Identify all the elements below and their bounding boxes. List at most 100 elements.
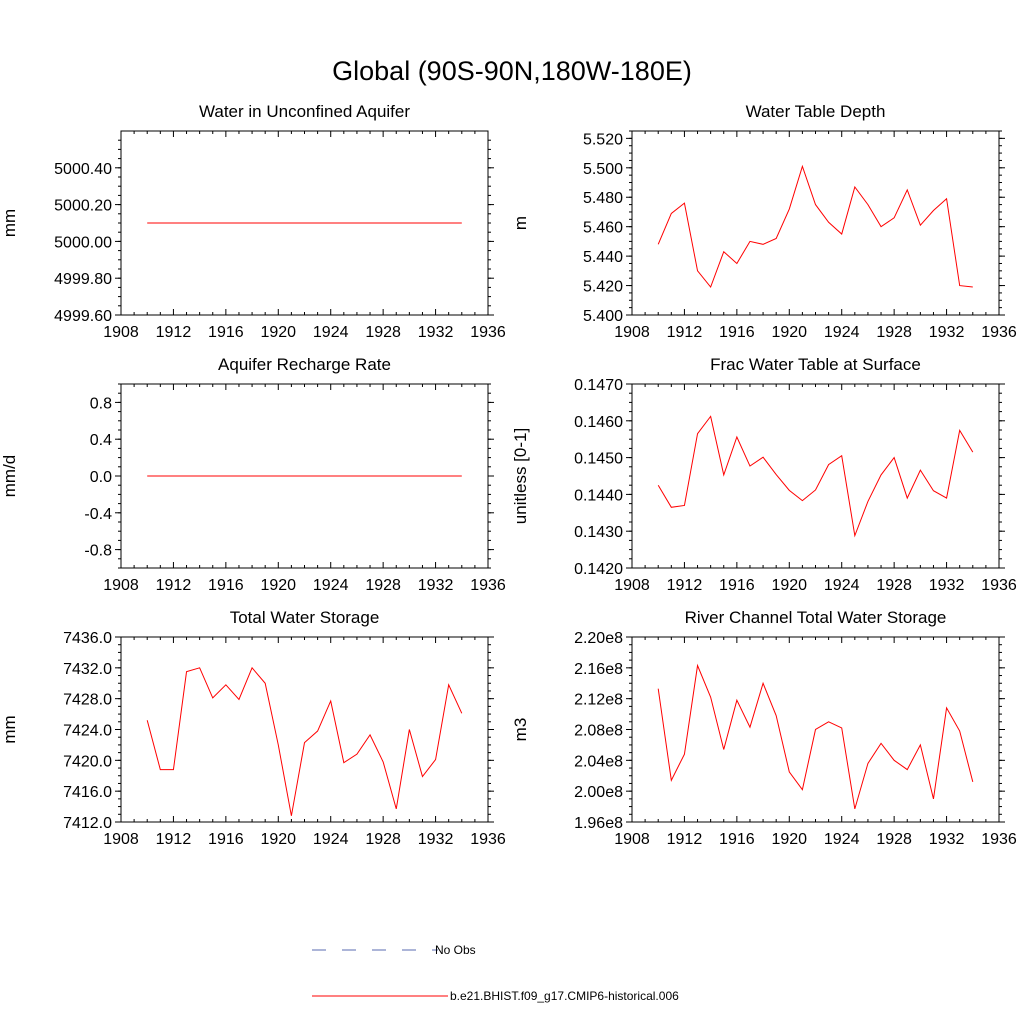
plot-frame: [631, 383, 1000, 569]
x-tick-label: 1936: [470, 324, 506, 341]
panel-title: Frac Water Table at Surface: [710, 355, 921, 374]
plot-frame: [120, 636, 489, 823]
x-tick-label: 1936: [981, 831, 1017, 848]
y-tick-label: 5.400: [583, 308, 623, 325]
x-tick-label: 1916: [719, 577, 755, 594]
x-tick-label: 1932: [418, 577, 454, 594]
y-tick-label: 2.12e8: [574, 692, 623, 709]
x-tick-label: 1912: [156, 324, 192, 341]
series-line: [657, 663, 974, 810]
x-tick-label: 1936: [470, 577, 506, 594]
y-tick-label: 2.00e8: [574, 784, 623, 801]
x-tick-label: 1924: [313, 577, 349, 594]
x-tick-label: 1920: [771, 577, 807, 594]
x-tick-label: 1920: [771, 324, 807, 341]
y-tick-label: 7420.0: [63, 753, 112, 770]
y-tick-label: 5.460: [583, 220, 623, 237]
panel-5: 1908 1912 1916 1920 1924 1928 1932 1936 7412.0 74…: [0, 608, 506, 848]
x-tick-label: 1936: [470, 831, 506, 848]
y-tick-label: 0.1450: [574, 451, 623, 468]
y-tick-label: -0.4: [84, 506, 112, 523]
legend-label-model: b.e21.BHIST.f09_g17.CMIP6-historical.006: [450, 989, 679, 1003]
figure-title: Global (90S-90N,180W-180E): [332, 56, 692, 86]
y-tick-label: 0.1460: [574, 414, 623, 431]
x-tick-label: 1908: [614, 324, 650, 341]
y-axis-label: mm: [0, 715, 19, 743]
y-tick-label: 0.8: [90, 395, 112, 412]
x-tick-label: 1912: [667, 577, 703, 594]
y-axis-label: m: [511, 216, 530, 230]
x-tick-label: 1916: [208, 324, 244, 341]
y-tick-label: 5.480: [583, 190, 623, 207]
y-tick-label: 4999.80: [54, 271, 112, 288]
x-tick-label: 1928: [876, 831, 912, 848]
x-tick-label: 1932: [418, 831, 454, 848]
panel-title: Water Table Depth: [746, 102, 886, 121]
panel-2: 1908 1912 1916 1920 1924 1928 1932 1936 5.400 5.4…: [511, 102, 1017, 341]
y-tick-label: 5.500: [583, 161, 623, 178]
y-tick-label: 5.420: [583, 279, 623, 296]
y-tick-label: 7416.0: [63, 784, 112, 801]
x-tick-label: 1924: [313, 831, 349, 848]
panel-4: 1908 1912 1916 1920 1924 1928 1932 1936 0.1420 0.…: [511, 355, 1017, 594]
x-tick-label: 1916: [208, 577, 244, 594]
y-tick-label: 0.4: [90, 432, 112, 449]
series-line: [657, 415, 974, 538]
x-tick-label: 1924: [824, 324, 860, 341]
x-tick-label: 1928: [876, 577, 912, 594]
y-tick-label: 5000.40: [54, 161, 112, 178]
legend-label-no-obs: No Obs: [435, 943, 476, 957]
y-tick-label: 7412.0: [63, 815, 112, 832]
panel-1: 1908 1912 1916 1920 1924 1928 1932 1936 4999.60 4…: [0, 102, 506, 341]
x-tick-label: 1932: [929, 831, 965, 848]
x-tick-label: 1936: [981, 324, 1017, 341]
x-tick-label: 1908: [614, 577, 650, 594]
panel-3: 1908 1912 1916 1920 1924 1928 1932 1936 -0.8 -0.4…: [0, 355, 506, 594]
y-tick-label: 4999.60: [54, 308, 112, 325]
legend-line-no-obs: [312, 949, 438, 951]
y-tick-label: 5.440: [583, 249, 623, 266]
x-tick-label: 1912: [667, 831, 703, 848]
x-tick-label: 1932: [929, 577, 965, 594]
y-axis-label: mm: [0, 209, 19, 237]
panel-title: Water in Unconfined Aquifer: [199, 102, 410, 121]
y-tick-label: 7432.0: [63, 661, 112, 678]
y-axis-label: mm/d: [0, 455, 19, 498]
x-tick-label: 1912: [156, 831, 192, 848]
y-tick-label: 0.0: [90, 469, 112, 486]
y-tick-label: 5000.20: [54, 198, 112, 215]
y-tick-label: 0.1440: [574, 487, 623, 504]
series-line: [146, 666, 463, 816]
y-tick-label: 2.20e8: [574, 630, 623, 647]
y-tick-label: 5.520: [583, 131, 623, 148]
y-tick-label: 0.1430: [574, 524, 623, 541]
y-tick-label: 7436.0: [63, 630, 112, 647]
x-tick-label: 1928: [365, 831, 401, 848]
x-tick-label: 1924: [824, 577, 860, 594]
panel-title: Total Water Storage: [230, 608, 380, 627]
x-tick-label: 1928: [365, 577, 401, 594]
x-tick-label: 1920: [771, 831, 807, 848]
series-line: [657, 164, 973, 289]
x-tick-label: 1936: [981, 577, 1017, 594]
x-tick-label: 1916: [208, 831, 244, 848]
panel-6: 1908 1912 1916 1920 1924 1928 1932 1936 1.96e8 2.…: [511, 608, 1017, 848]
y-tick-label: -0.8: [84, 543, 112, 560]
legend-line-model: [312, 995, 448, 997]
x-tick-label: 1920: [260, 324, 296, 341]
y-tick-label: 2.08e8: [574, 723, 623, 740]
y-axis-label: unitless [0-1]: [511, 428, 530, 524]
y-axis-label: m3: [511, 718, 530, 742]
y-tick-label: 0.1470: [574, 377, 623, 394]
x-tick-label: 1908: [103, 577, 139, 594]
y-tick-label: 7428.0: [63, 692, 112, 709]
y-tick-label: 7424.0: [63, 723, 112, 740]
x-tick-label: 1932: [418, 324, 454, 341]
x-tick-label: 1912: [156, 577, 192, 594]
panel-title: River Channel Total Water Storage: [685, 608, 947, 627]
x-tick-label: 1908: [103, 324, 139, 341]
y-tick-label: 1.96e8: [574, 815, 623, 832]
y-tick-label: 0.1420: [574, 561, 623, 578]
x-tick-label: 1924: [824, 831, 860, 848]
x-tick-label: 1908: [103, 831, 139, 848]
